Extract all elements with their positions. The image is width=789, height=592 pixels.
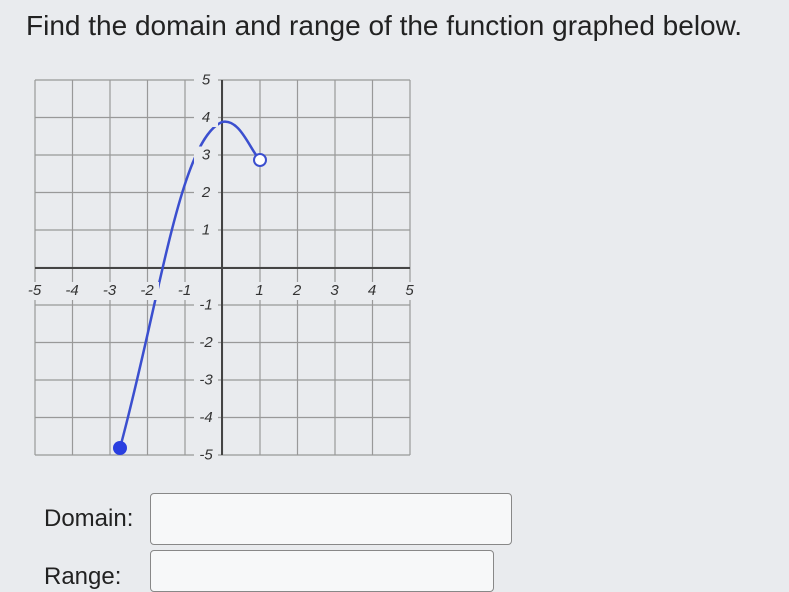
label-bg <box>397 282 422 300</box>
x-tick-label: -1 <box>178 282 191 299</box>
y-tick-label: 1 <box>202 221 210 238</box>
question: Find the domain and range of the functio… <box>26 10 743 41</box>
label-bg <box>194 371 218 390</box>
y-tick-label: -3 <box>199 371 213 388</box>
x-tick-label: -4 <box>65 282 78 299</box>
x-tick-label: 5 <box>405 282 414 299</box>
label-bg <box>194 334 218 352</box>
x-tick-label: -5 <box>28 282 42 299</box>
label-bg <box>194 296 218 315</box>
open-endpoint <box>253 153 267 167</box>
y-tick-label: 3 <box>202 146 211 163</box>
label-bg <box>285 282 309 300</box>
domain-input[interactable] <box>150 493 512 545</box>
label-bg <box>247 282 272 300</box>
label-bg <box>194 221 218 240</box>
label-bg <box>360 282 384 300</box>
y-tick-label: 5 <box>202 71 211 88</box>
label-bg <box>97 282 122 300</box>
y-tick-label: -1 <box>199 296 212 313</box>
label-bg <box>194 109 218 127</box>
x-tick-label: 2 <box>292 282 302 299</box>
label-bg <box>22 282 47 300</box>
y-tick-label: 2 <box>201 184 211 201</box>
range-label: Range: <box>44 563 122 590</box>
x-tick-label: -2 <box>140 282 154 299</box>
range-input[interactable] <box>150 550 494 592</box>
x-tick-label: 1 <box>255 282 263 299</box>
label-bg <box>194 409 218 427</box>
label-bg <box>194 71 218 90</box>
label-bg <box>194 446 218 465</box>
label-bg <box>322 282 347 300</box>
label-bg <box>60 282 84 300</box>
domain-label: Domain: <box>44 505 134 532</box>
label-bg <box>194 184 218 202</box>
x-tick-label: 4 <box>368 282 376 299</box>
y-tick-label: 4 <box>202 109 210 126</box>
label-bg <box>135 282 159 300</box>
x-tick-label: -3 <box>103 282 117 299</box>
y-tick-label: -2 <box>199 334 213 351</box>
label-bg <box>172 282 197 300</box>
y-tick-label: -5 <box>199 446 213 463</box>
y-tick-label: -4 <box>199 409 212 426</box>
x-tick-label: 3 <box>330 282 339 299</box>
graph: -5 -4 -3 -2 -1 1 2 3 4 5 5 4 3 2 1 -1 -2 -3 -4 -5 <box>22 71 422 465</box>
closed-endpoint <box>113 441 127 455</box>
label-bg <box>194 146 218 165</box>
